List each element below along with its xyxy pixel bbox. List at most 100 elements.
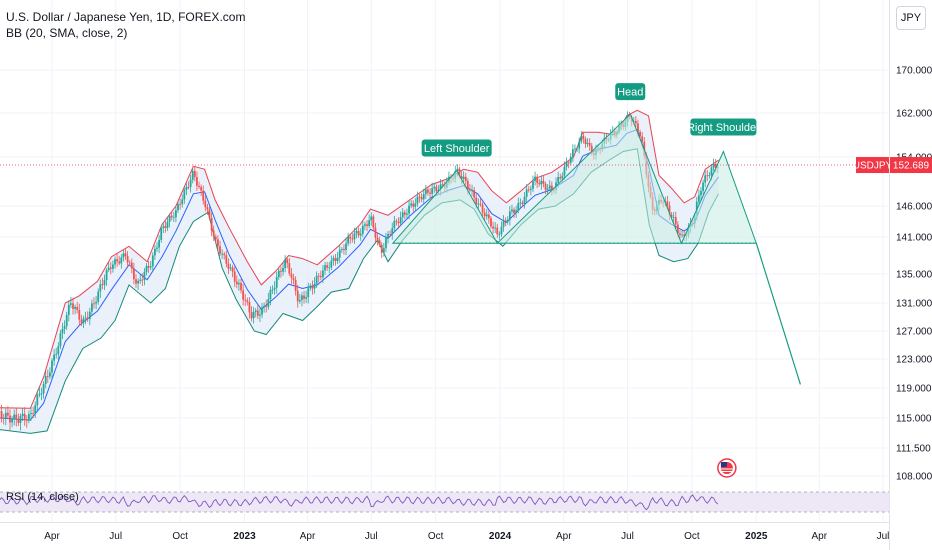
candle-body: [208, 209, 211, 218]
candle-body: [263, 305, 266, 308]
candle-body: [189, 179, 192, 188]
candle-body: [288, 263, 291, 274]
candle-body: [357, 231, 360, 236]
chart-legend-title[interactable]: U.S. Dollar / Japanese Yen, 1D, FOREX.co…: [6, 10, 246, 24]
candle-body: [252, 311, 255, 319]
candle-body: [712, 163, 715, 168]
events-flag-icon[interactable]: [717, 458, 737, 478]
candle-body: [315, 275, 318, 284]
candle-body: [681, 234, 683, 236]
candle-body: [538, 182, 541, 185]
candle-body: [128, 262, 131, 264]
pattern-shape[interactable]: [391, 113, 758, 245]
candle-body: [292, 277, 295, 280]
bollinger-legend[interactable]: BB (20, SMA, close, 2): [6, 26, 128, 40]
candle-body: [223, 253, 226, 256]
candle-body: [103, 279, 106, 285]
candle-body: [349, 236, 352, 239]
candle-body: [204, 200, 207, 208]
price-tag[interactable]: [890, 157, 932, 174]
candle-body: [387, 234, 389, 239]
candle-body: [112, 264, 114, 269]
candle-body: [429, 192, 431, 194]
candle-body: [65, 314, 68, 327]
candle-body: [366, 224, 368, 227]
y-tick-label: 170.000: [896, 66, 932, 77]
target-projection-line[interactable]: [755, 243, 801, 385]
candle-body: [469, 189, 471, 191]
candle-body: [235, 281, 238, 285]
candle-body: [114, 259, 116, 265]
rsi-legend[interactable]: RSI (14, close): [6, 491, 79, 503]
candle-body: [23, 413, 26, 421]
candle-body: [9, 415, 11, 423]
x-tick-label: 2025: [745, 531, 768, 542]
candle-body: [275, 277, 278, 288]
candle-body: [490, 218, 492, 227]
symbol-tag[interactable]: [856, 157, 889, 174]
candle-body: [393, 220, 396, 229]
band-fill: [0, 110, 719, 434]
x-tick-label: Jul: [365, 531, 378, 542]
candle-body: [118, 261, 121, 264]
candle-body: [408, 205, 410, 214]
candle-body: [13, 414, 16, 420]
candle-body: [345, 243, 347, 251]
candle-body: [544, 183, 547, 190]
candle-body: [38, 393, 41, 395]
candle-body: [519, 202, 522, 204]
candle-body: [351, 238, 354, 240]
candle-body: [458, 168, 461, 177]
x-tick-label: Oct: [172, 531, 188, 542]
candle-body: [460, 176, 463, 179]
currency-button[interactable]: JPY: [896, 6, 926, 30]
price-tag-layer: USDJPY 152.689: [0, 157, 932, 478]
candle-body: [494, 227, 497, 229]
candle-body: [567, 162, 570, 164]
candle-body: [380, 245, 383, 253]
candle-body: [34, 405, 37, 414]
candle-body: [504, 220, 507, 222]
candle-body: [634, 121, 637, 124]
candle-body: [513, 209, 515, 214]
candle-body: [86, 317, 89, 319]
candle-body: [76, 306, 79, 310]
y-tick-label: 123.000: [896, 355, 932, 366]
candle-body: [435, 186, 438, 192]
candle-body: [101, 284, 104, 286]
candle-body: [529, 188, 532, 190]
pattern-label-box[interactable]: [615, 83, 646, 101]
candle-body: [61, 328, 64, 334]
upper-band-line: [0, 109, 719, 409]
pattern-label: Right Shoulder: [687, 122, 760, 134]
pattern-label-box[interactable]: [421, 139, 492, 157]
symbol-tag-text: USDJPY: [853, 161, 893, 172]
candle-body: [391, 228, 394, 235]
candle-body: [571, 149, 574, 157]
candle-body: [305, 297, 308, 299]
pattern-label: Left Shoulder: [424, 143, 490, 155]
candle-body: [179, 203, 182, 205]
candle-body: [225, 255, 228, 264]
candle-body: [265, 305, 268, 307]
candle-body: [238, 282, 240, 285]
candle-body: [406, 213, 408, 215]
candle-body: [389, 234, 392, 235]
candle-body: [479, 203, 482, 205]
pattern-label-box[interactable]: [690, 118, 757, 136]
candle-body: [254, 310, 257, 312]
candle-body: [191, 170, 194, 180]
x-tick-label: Oct: [684, 531, 700, 542]
candle-body: [17, 419, 20, 423]
candle-body: [536, 176, 539, 183]
candle-body: [231, 267, 234, 272]
candle-body: [149, 266, 152, 268]
candle-body: [353, 233, 356, 240]
x-tick-label: Apr: [300, 531, 316, 542]
candle-body: [420, 197, 423, 200]
candle-body: [135, 279, 137, 284]
candle-body: [221, 253, 224, 255]
candle-body: [57, 346, 60, 355]
candle-body: [51, 360, 53, 373]
rsi-line: [0, 494, 719, 511]
